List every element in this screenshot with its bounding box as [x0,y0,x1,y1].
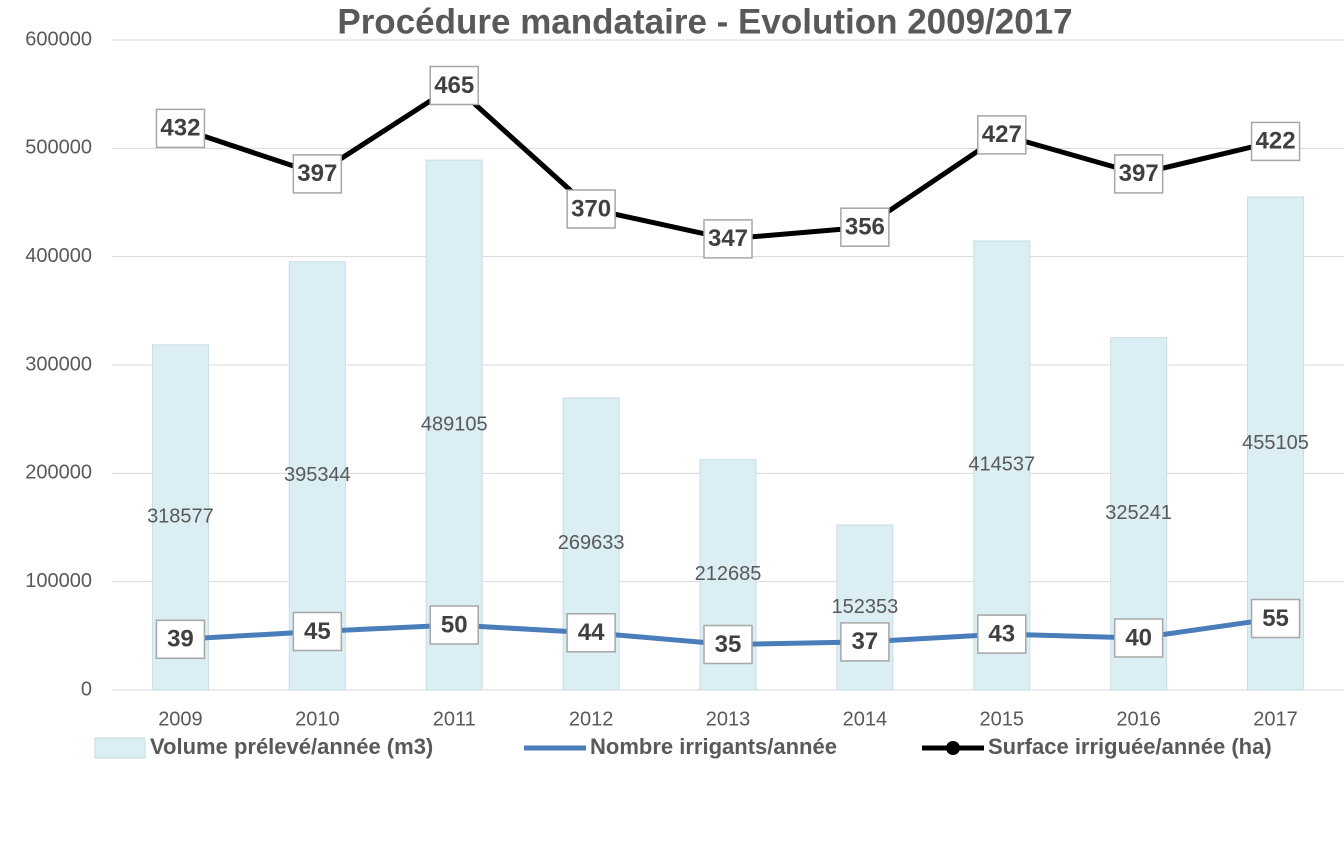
y-tick-label: 100000 [25,570,92,592]
label-box [977,115,1027,155]
x-tick-label: 2010 [295,708,340,730]
y-tick-label: 400000 [25,245,92,267]
label-box [1113,154,1164,194]
data-label: 414537 [968,454,1035,476]
data-label: 152353 [832,596,899,618]
data-label: 465 [434,72,474,99]
x-tick-label: 2015 [980,708,1025,730]
data-label: 455105 [1242,432,1309,454]
label-box [566,613,616,653]
data-label: 212685 [695,563,762,585]
label-box [1250,121,1301,162]
data-label: 45 [304,618,331,645]
data-label: 43 [988,620,1015,647]
label-box [429,65,479,106]
label-box [292,154,343,194]
x-tick-label: 2012 [569,708,614,730]
x-tick-label: 2011 [433,708,476,730]
data-label: 432 [160,115,200,142]
data-label: 50 [441,611,468,638]
label-box [840,207,890,247]
data-label: 37 [852,628,879,655]
data-label: 40 [1125,624,1152,651]
x-tick-label: 2016 [1116,708,1161,730]
label-box [155,619,206,660]
label-box [566,189,616,229]
label-box [977,614,1027,654]
data-label: 397 [297,160,337,187]
label-box [1113,618,1164,658]
data-label: 35 [715,631,742,658]
data-label: 269633 [558,532,625,554]
legend-label: Volume prélevé/année (m3) [150,734,433,759]
legend-marker [946,741,960,755]
data-label: 325241 [1105,502,1172,524]
data-label: 427 [982,121,1022,148]
label-box [1250,598,1301,639]
y-tick-label: 300000 [25,353,92,375]
label-box [840,622,890,662]
data-label: 489105 [421,413,488,435]
label-box [292,611,343,652]
x-tick-label: 2017 [1253,708,1298,730]
label-box [703,624,753,665]
label-box [155,108,206,149]
data-label: 422 [1256,128,1296,155]
data-label: 44 [578,619,605,646]
x-tick-label: 2013 [706,708,751,730]
data-label: 395344 [284,464,351,486]
data-label: 39 [167,626,194,653]
x-tick-label: 2009 [158,708,203,730]
bar [425,159,483,691]
x-tick-label: 2014 [843,708,888,730]
y-tick-label: 200000 [25,462,92,484]
y-tick-label: 500000 [25,137,92,159]
data-label: 318577 [147,506,214,528]
legend-label: Nombre irrigants/année [590,734,837,759]
y-tick-label: 600000 [25,28,92,50]
line [179,83,1277,242]
y-tick-label: 0 [81,678,92,700]
data-label: 356 [845,214,885,241]
label-box [703,219,753,259]
data-label: 347 [708,225,748,252]
legend-label: Surface irriguée/année (ha) [988,734,1272,759]
legend-swatch [94,737,146,759]
data-label: 397 [1119,160,1159,187]
chart-title: Procédure mandataire - Evolution 2009/20… [337,2,1072,41]
data-label: 55 [1262,605,1289,632]
label-box [429,605,479,645]
data-label: 370 [571,195,611,222]
bar [836,524,894,691]
